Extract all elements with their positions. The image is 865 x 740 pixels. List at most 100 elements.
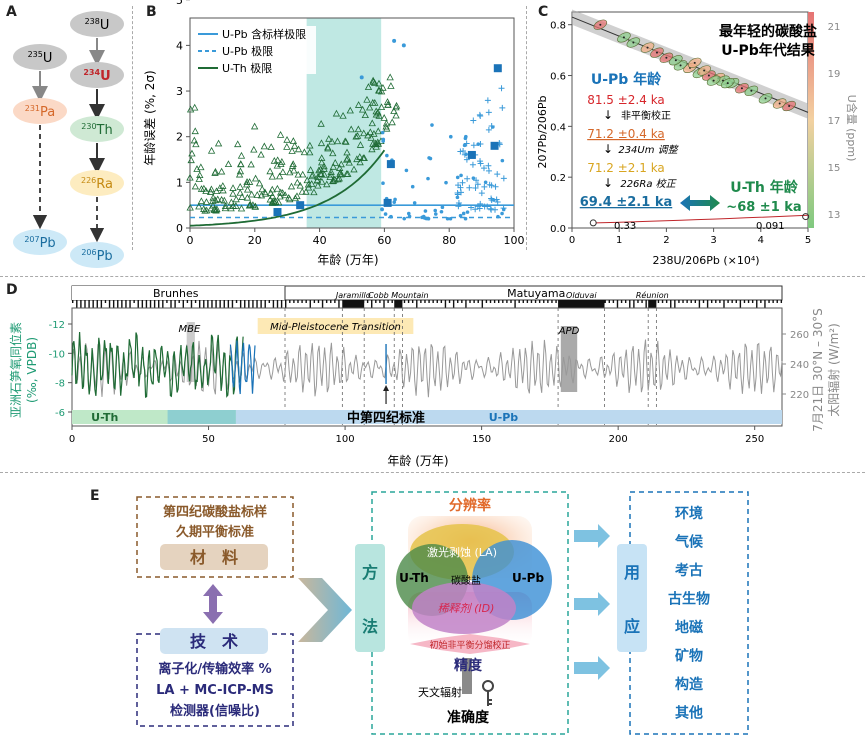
polarity-bar bbox=[522, 300, 524, 303]
uth-point bbox=[197, 197, 206, 205]
polarity-bar bbox=[252, 300, 254, 308]
uth-point bbox=[224, 160, 233, 168]
polarity-bar bbox=[465, 300, 467, 308]
uth-point bbox=[260, 142, 269, 150]
speleothem-curve-uth bbox=[71, 331, 244, 399]
ra226-label: 226Ra bbox=[81, 176, 113, 192]
upb-cross-point bbox=[481, 183, 488, 190]
upb-cross-point bbox=[470, 142, 477, 149]
y-tick-label: -8 bbox=[55, 379, 65, 390]
note-disequilibrium: 非平衡校正 bbox=[621, 109, 671, 122]
polarity-bar bbox=[416, 300, 418, 308]
polarity-bar bbox=[407, 300, 410, 303]
polarity-bar bbox=[735, 300, 737, 303]
polarity-bar bbox=[604, 300, 606, 303]
upb-cross-point bbox=[466, 184, 473, 191]
uth-point bbox=[268, 172, 276, 180]
polarity-bar bbox=[760, 300, 762, 303]
upb-point bbox=[433, 212, 438, 216]
polarity-bar bbox=[715, 300, 717, 303]
polarity-bar bbox=[76, 300, 78, 308]
x-tick-label: 200 bbox=[609, 434, 628, 445]
uth-point bbox=[277, 188, 285, 196]
uth-point bbox=[375, 111, 383, 119]
age-71-b: 71.2 ±2.1 ka bbox=[587, 161, 665, 175]
methods-box bbox=[371, 491, 569, 735]
x-tick-label: 1 bbox=[616, 235, 622, 246]
upb-point bbox=[380, 130, 385, 135]
ellipse-center bbox=[764, 97, 767, 100]
polarity-bar bbox=[657, 300, 660, 303]
uth-point bbox=[290, 166, 298, 174]
uth-point bbox=[314, 181, 322, 189]
upb-age-title: U-Pb 年龄 bbox=[591, 71, 662, 88]
upb-cross-point bbox=[481, 203, 488, 210]
ellipse-center bbox=[788, 105, 791, 108]
applications-label-1: 应 bbox=[624, 617, 640, 636]
polarity-bar bbox=[452, 300, 455, 308]
polarity-bar bbox=[215, 300, 217, 308]
chart-b-xlabel: 年龄 (万年) bbox=[317, 253, 378, 267]
uth-point bbox=[343, 148, 351, 156]
polarity-bar bbox=[678, 300, 680, 303]
polarity-bar bbox=[473, 300, 475, 303]
upb-point bbox=[381, 139, 385, 143]
subchron-block bbox=[342, 300, 365, 308]
ellipse-center bbox=[632, 41, 635, 44]
technology-label-box bbox=[160, 628, 268, 654]
uth-point bbox=[251, 202, 260, 210]
upb-cross-point bbox=[463, 140, 470, 147]
uth-point bbox=[232, 195, 240, 203]
upb-point bbox=[500, 158, 505, 163]
upb-cross-point bbox=[474, 181, 481, 188]
polarity-bar bbox=[219, 300, 221, 308]
uth-point bbox=[287, 182, 296, 190]
technology-box bbox=[136, 633, 294, 727]
upb-std-point bbox=[493, 64, 502, 73]
uth-point bbox=[273, 161, 281, 169]
uth-point bbox=[237, 151, 246, 159]
uth-point bbox=[392, 111, 400, 119]
polarity-bar bbox=[211, 300, 213, 308]
uth-point bbox=[353, 132, 362, 139]
polarity-bar bbox=[510, 300, 512, 303]
polarity-bar bbox=[182, 300, 184, 308]
upb-cross-point bbox=[455, 182, 462, 189]
upb-point bbox=[455, 175, 460, 180]
uth-point bbox=[374, 127, 382, 135]
uth-point bbox=[237, 204, 246, 212]
legend-upb: U-Pb 极限 bbox=[222, 44, 273, 58]
methods-label-box bbox=[355, 544, 385, 652]
uth-point bbox=[361, 111, 369, 119]
pb206-node bbox=[70, 242, 124, 268]
uth-point bbox=[258, 185, 266, 193]
uth-point bbox=[268, 199, 277, 206]
upb-point bbox=[406, 211, 411, 216]
uth-point bbox=[250, 122, 259, 130]
polarity-bar bbox=[477, 300, 479, 303]
chart-d-ylabel-2: (‰, VPDB) bbox=[25, 337, 39, 403]
th230-node bbox=[70, 116, 124, 142]
x-tick-label: 0 bbox=[187, 234, 194, 247]
uth-point bbox=[283, 135, 291, 143]
pb207-node bbox=[13, 229, 67, 255]
uth-point bbox=[337, 160, 345, 168]
uth-point bbox=[212, 206, 220, 213]
uth-point bbox=[363, 95, 371, 103]
subchron-block bbox=[558, 300, 605, 308]
uth-point bbox=[332, 109, 341, 117]
uth-point bbox=[278, 189, 287, 196]
uth-point bbox=[270, 197, 278, 205]
insolation-curve bbox=[71, 339, 783, 398]
uth-point bbox=[302, 187, 310, 195]
upb-cross-point bbox=[485, 126, 492, 133]
carbonate-label: 碳酸盐 bbox=[451, 574, 481, 587]
mpt-label: Mid-Pleistocene Transition bbox=[270, 322, 401, 333]
value-0091: 0.091 bbox=[756, 221, 785, 232]
upb-point bbox=[462, 143, 467, 148]
upb-point bbox=[381, 181, 385, 186]
ellipse-center bbox=[693, 61, 696, 64]
polarity-bar bbox=[96, 300, 98, 308]
polarity-bar bbox=[633, 300, 635, 308]
